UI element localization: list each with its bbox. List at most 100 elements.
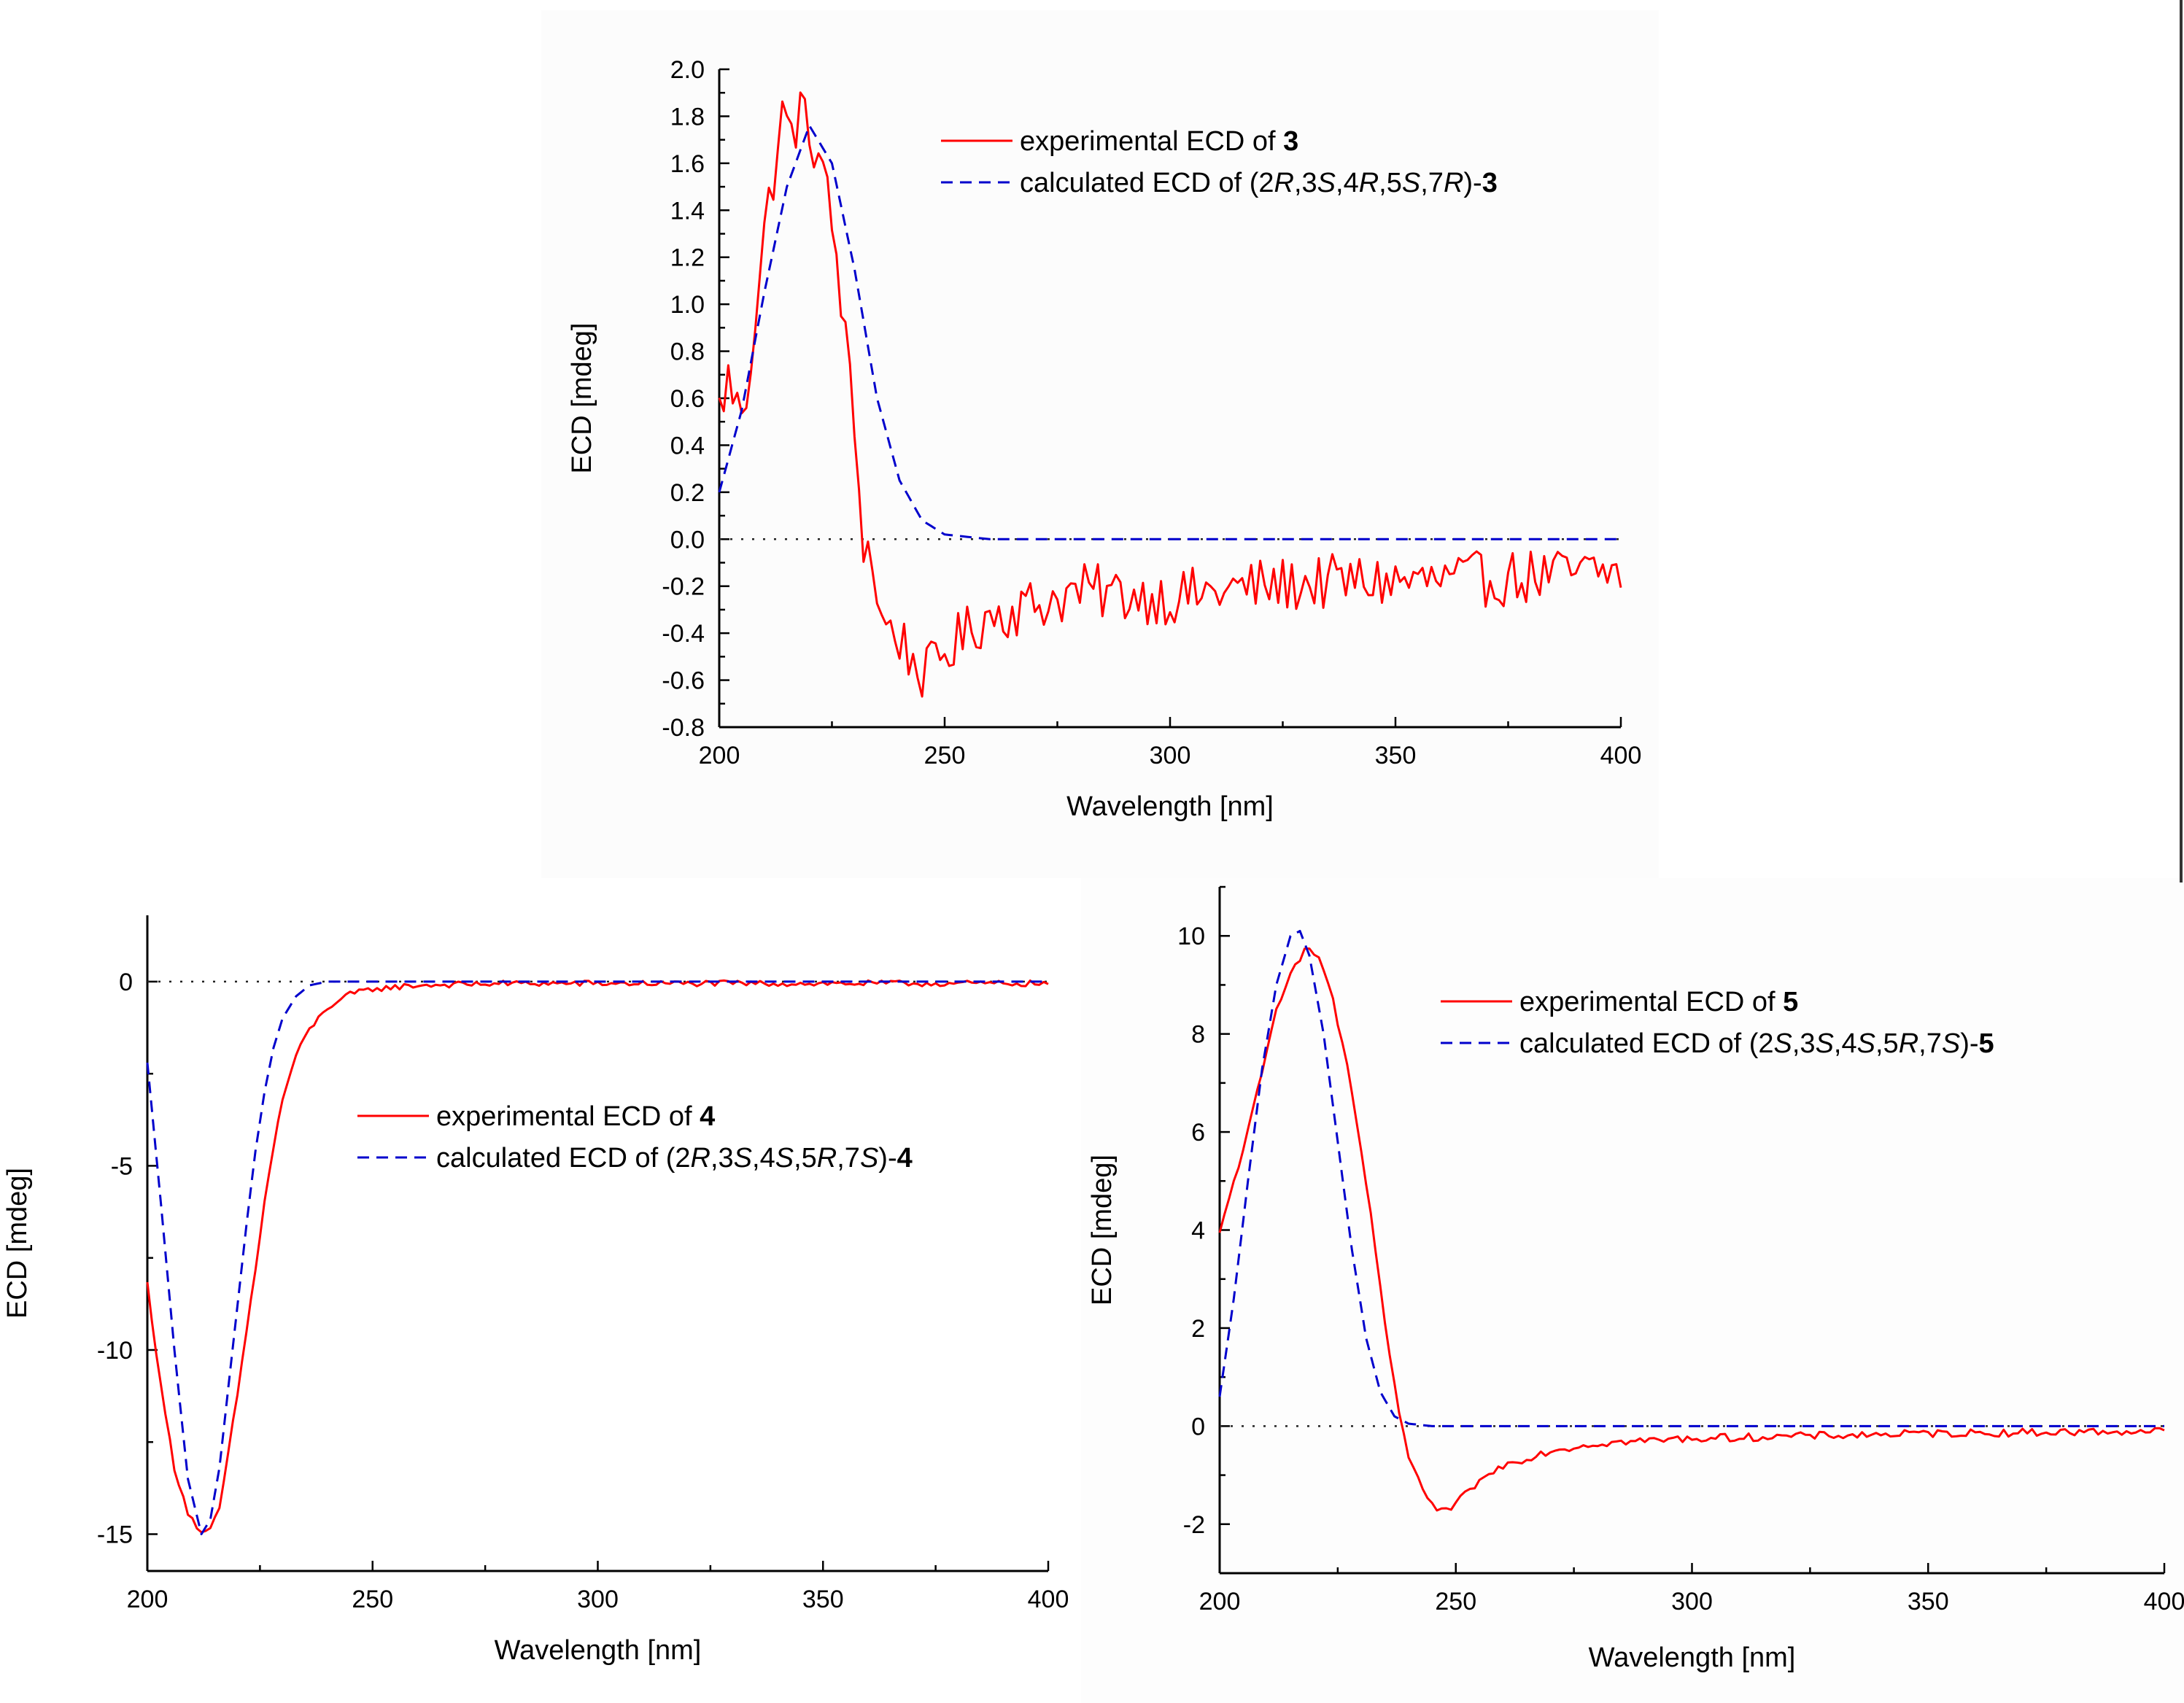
y-tick-label: 1.2 [670,244,705,272]
legend-text-segment: 5 [1979,1028,1994,1059]
x-tick-label: 400 [2144,1588,2184,1615]
legend-text-segment: 4 [700,1101,715,1132]
y-tick-label: -15 [97,1521,133,1548]
calculated-ecd-line [718,124,1621,540]
x-axis-title: Wavelength [nm] [1066,791,1274,822]
legend-text-segment: )- [1463,168,1482,198]
legend-text-segment: S [1816,1028,1834,1059]
y-tick-label: -0.2 [662,573,705,601]
y-tick-label: 1.4 [670,197,705,225]
legend-text-segment: calculated ECD of (2 [436,1143,691,1174]
legend-text-segment: S [1317,168,1336,198]
legend-text-segment: R [1359,168,1379,198]
legend-text-segment: ,4 [1834,1028,1857,1059]
legend-text-segment: ,3 [1792,1028,1816,1059]
legend-entry-label: calculated ECD of (2R,3S,4S,5R,7S)-4 [436,1143,913,1174]
chart-bottom-left: 200 250 300 350 400 -15 -10 -5 0 Wavelength [nm] E… [2,915,1069,1666]
y-tick-label: 1.8 [670,103,705,131]
legend-text-segment: )- [878,1143,897,1174]
legend-text-segment: R [691,1143,710,1174]
y-tick-label: 8 [1191,1021,1205,1049]
legend-text-segment: S [1857,1028,1875,1059]
legend-text-segment: S [1402,168,1420,198]
legend-text-segment: ,7 [1918,1028,1942,1059]
experimental-ecd-line [146,979,1049,1534]
chart-bottom-right: 200 250 300 350 400 -2 0 2 4 6 8 10 Wavelength [nm] E… [1087,885,2184,1673]
legend-text-segment: 3 [1283,126,1298,157]
legend-text-segment: S [1774,1028,1792,1059]
legend-text-segment: ,5 [794,1143,817,1174]
x-tick-label: 200 [127,1586,169,1613]
legend-text-segment: S [860,1143,878,1174]
y-tick-label: -10 [97,1337,133,1365]
y-tick-label: 2 [1191,1315,1205,1343]
legend-text-segment: 5 [1783,987,1798,1017]
y-tick-label: -0.6 [662,667,705,695]
y-tick-label: 0 [119,969,133,996]
experimental-ecd-line [718,91,1622,698]
legend-text-segment: ,3 [1294,168,1317,198]
x-tick-label: 250 [924,742,966,769]
legend-entry-label: calculated ECD of (2R,3S,4R,5S,7R)-3 [1020,168,1498,198]
y-tick-label: 0.8 [670,338,705,366]
legend-text-segment: experimental ECD of [1020,126,1283,157]
legend-text-segment: ,5 [1379,168,1402,198]
calculated-ecd-line [146,980,1048,1535]
y-tick-label: 4 [1191,1217,1205,1245]
x-axis-title: Wavelength [nm] [1589,1642,1796,1673]
y-tick-label: 0.4 [670,432,705,459]
x-tick-label: 300 [577,1586,619,1613]
y-tick-label: 1.6 [670,150,705,178]
x-tick-label: 400 [1600,742,1642,769]
legend-entry-label: experimental ECD of 3 [1020,126,1298,157]
y-axis-title: ECD [mdeg] [567,323,597,474]
y-tick-label: 0 [1191,1413,1205,1440]
legend-text-segment: )- [1960,1028,1978,1059]
bottom-right-panel-background [1081,878,2184,1703]
x-axis-title: Wavelength [nm] [495,1635,702,1666]
x-tick-label: 200 [1199,1588,1241,1615]
y-tick-label: 0.0 [670,526,705,554]
right-border-line [2180,0,2183,882]
legend-text-segment: ,7 [837,1143,860,1174]
x-tick-label: 250 [352,1586,393,1613]
legend-text-segment: 3 [1482,168,1498,198]
legend-entry-label: calculated ECD of (2S,3S,4S,5R,7S)-5 [1519,1028,1994,1059]
legend-text-segment: R [1444,168,1463,198]
x-tick-label: 350 [1375,742,1417,769]
y-tick-label: -0.4 [662,620,705,648]
x-tick-label: 300 [1150,742,1191,769]
x-tick-label: 350 [1908,1588,1949,1615]
y-tick-label: 0.6 [670,385,705,413]
legend-text-segment: R [817,1143,837,1174]
legend-text-segment: calculated ECD of (2 [1519,1028,1774,1059]
legend-text-segment: ,4 [752,1143,775,1174]
chart-top: 200 250 300 350 400 -0.8 -0.6 -0.4 -0.2 0.0 0.2 0.4… [567,56,1641,822]
legend-text-segment: S [775,1143,794,1174]
legend-entry-label: experimental ECD of 4 [436,1101,715,1132]
legend-text-segment: calculated ECD of (2 [1020,168,1274,198]
y-tick-label: 1.0 [670,291,705,319]
legend-text-segment: ,4 [1336,168,1359,198]
legend-text-segment: S [1942,1028,1960,1059]
y-axis-title: ECD [mdeg] [2,1168,33,1319]
legend-text-segment: 4 [897,1143,913,1174]
y-tick-label: -2 [1183,1511,1205,1539]
legend-text-segment: ,5 [1875,1028,1899,1059]
x-tick-label: 250 [1435,1588,1476,1615]
top-panel-background [541,10,1659,878]
y-tick-label: 0.2 [670,479,705,507]
y-tick-label: 2.0 [670,56,705,84]
y-tick-label: -5 [111,1152,133,1180]
legend-text-segment: ,3 [710,1143,734,1174]
x-tick-label: 400 [1028,1586,1069,1613]
experimental-ecd-line [1218,947,2165,1512]
y-axis-title: ECD [mdeg] [1087,1155,1118,1306]
x-tick-label: 350 [802,1586,844,1613]
legend-entry-label: experimental ECD of 5 [1519,987,1798,1017]
legend-text-segment: experimental ECD of [436,1101,700,1132]
legend-text-segment: experimental ECD of [1519,987,1783,1017]
y-tick-label: -0.8 [662,714,705,742]
